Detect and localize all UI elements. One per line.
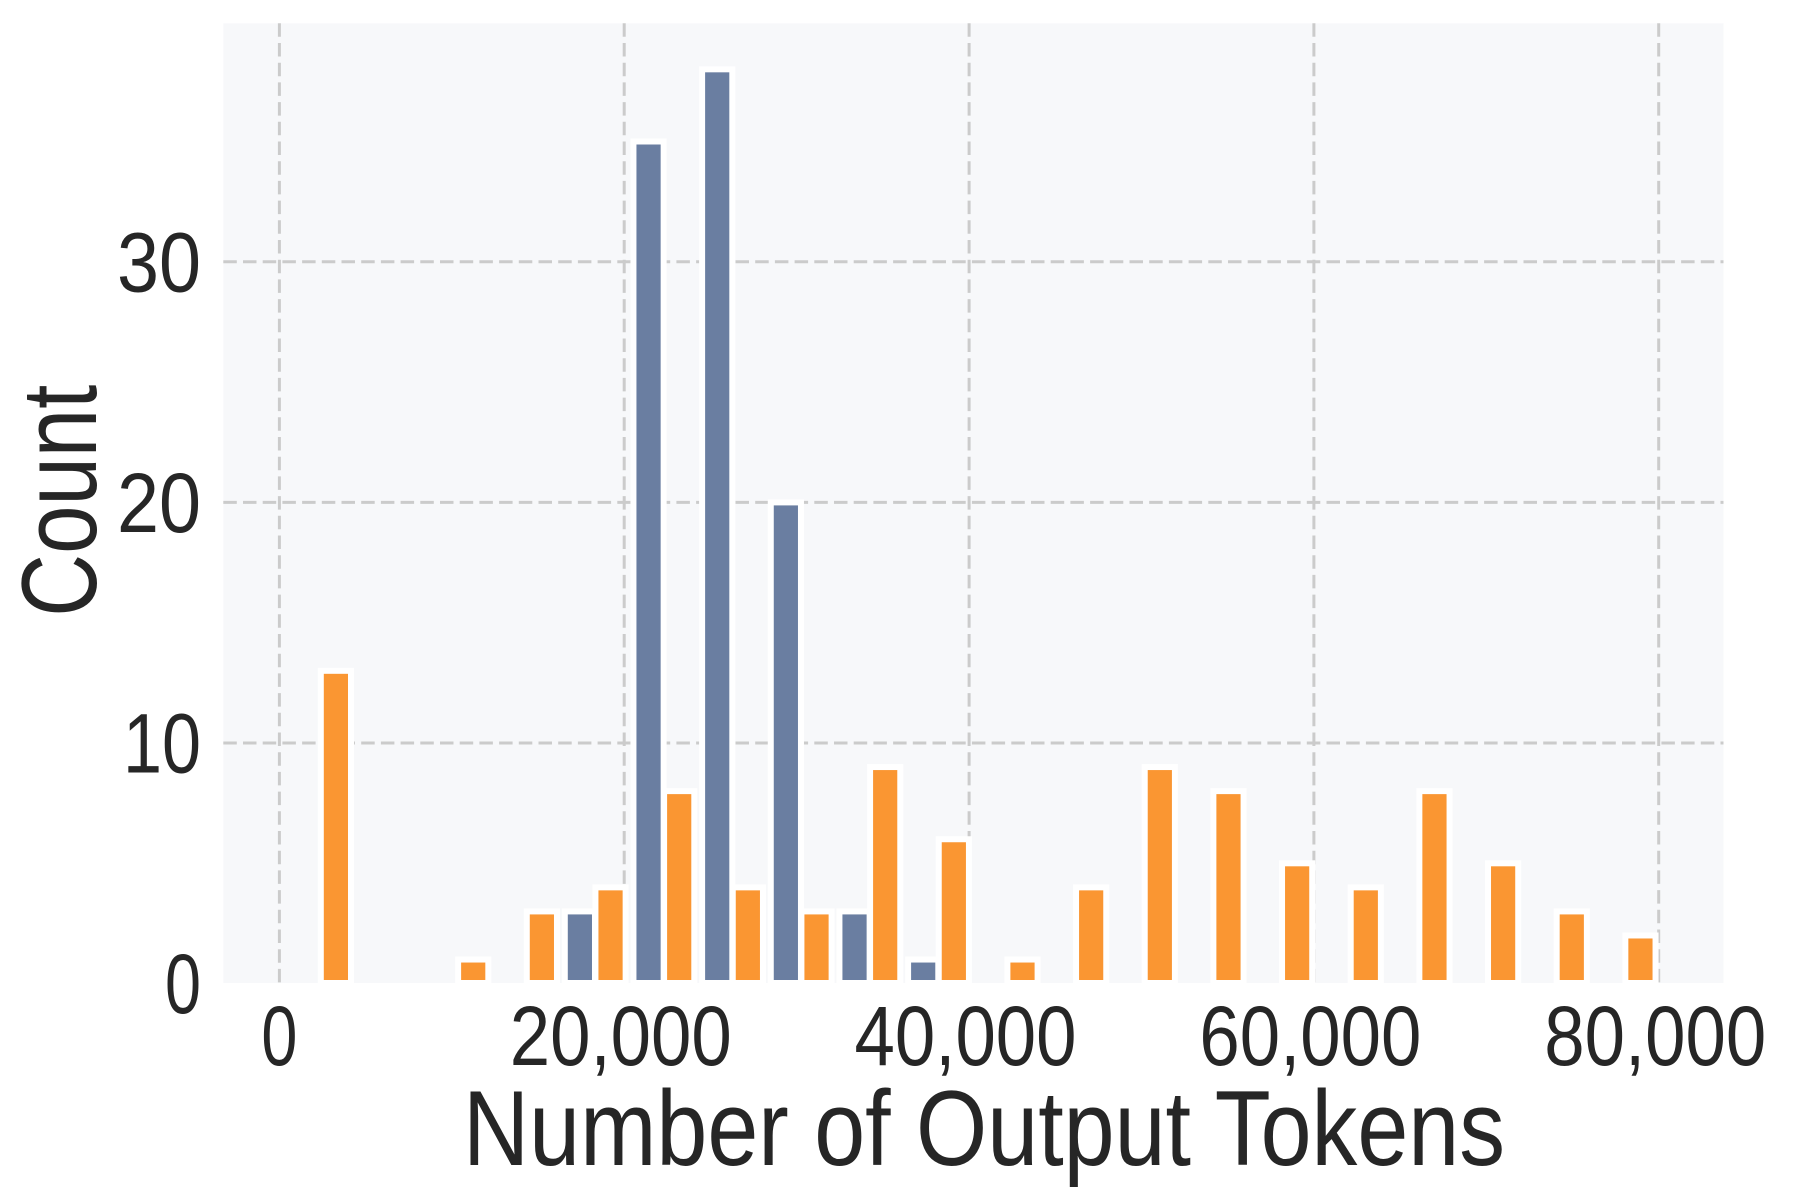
svg-text:60,000: 60,000	[1199, 989, 1421, 1083]
svg-text:20: 20	[117, 456, 201, 550]
svg-text:0: 0	[165, 937, 201, 1031]
svg-text:Number of Output Tokens: Number of Output Tokens	[463, 1068, 1505, 1188]
svg-text:40,000: 40,000	[855, 989, 1077, 1083]
svg-text:0: 0	[261, 989, 297, 1083]
svg-text:20,000: 20,000	[510, 989, 732, 1083]
svg-text:30: 30	[117, 215, 201, 309]
svg-text:10: 10	[123, 697, 201, 791]
svg-text:Count: Count	[0, 385, 119, 617]
svg-text:80,000: 80,000	[1544, 989, 1766, 1083]
